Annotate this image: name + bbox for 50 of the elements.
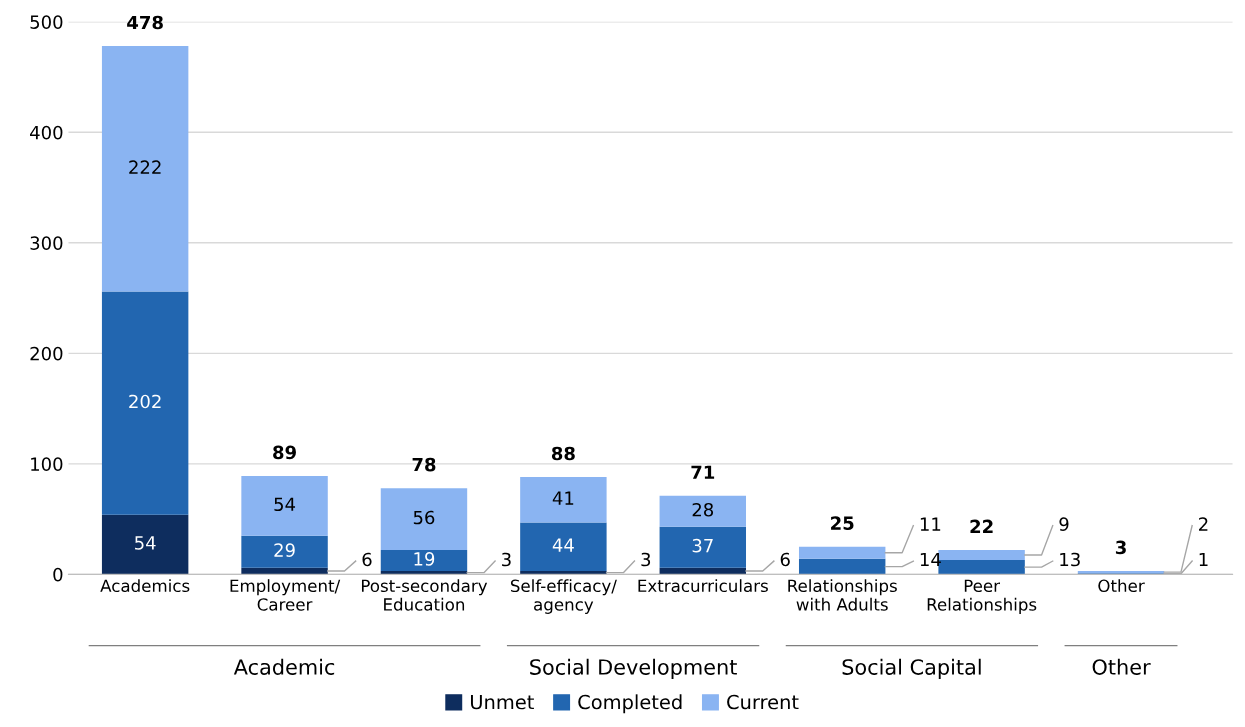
data-label: 9 bbox=[1059, 517, 1069, 531]
legend-label: Current bbox=[727, 694, 799, 710]
text: Social Capital bbox=[842, 658, 981, 679]
x-tick-label: Other bbox=[1098, 579, 1145, 593]
x-tick-label: Peer Relationships bbox=[927, 579, 1037, 614]
x-tick-label: Self-efficacy/ agency bbox=[510, 579, 617, 614]
x-tick-label: Post-secondary Education bbox=[361, 579, 488, 611]
data-label: 54 bbox=[135, 536, 156, 550]
data-label: 44 bbox=[552, 538, 574, 552]
data-label: 6 bbox=[780, 552, 790, 567]
text: Academic bbox=[233, 658, 335, 675]
total-label: 22 bbox=[970, 519, 993, 533]
data-label: 3 bbox=[502, 552, 511, 567]
total-label: 78 bbox=[412, 457, 436, 472]
y-tick-label: 300 bbox=[30, 236, 63, 250]
x-tick-label: Relationships with Adults bbox=[788, 579, 897, 611]
text: Other bbox=[1092, 658, 1151, 675]
y-tick-label: 100 bbox=[31, 457, 63, 471]
data-label: 54 bbox=[274, 497, 296, 512]
data-label: 41 bbox=[552, 491, 574, 505]
x-tick-label: Employment/ Career bbox=[230, 579, 341, 611]
data-label: 6 bbox=[362, 552, 372, 567]
data-label: 222 bbox=[129, 160, 161, 174]
data-label: 28 bbox=[692, 502, 714, 517]
y-tick-label: 200 bbox=[30, 346, 63, 361]
data-label: 202 bbox=[129, 394, 161, 409]
y-tick-label: 0 bbox=[53, 567, 63, 582]
total-label: 88 bbox=[551, 446, 575, 461]
data-label: 2 bbox=[1199, 517, 1208, 531]
total-label: 25 bbox=[831, 516, 854, 530]
total-label: 3 bbox=[1115, 540, 1126, 555]
data-label: 29 bbox=[274, 543, 295, 557]
x-tick-label: Extracurriculars bbox=[638, 579, 768, 593]
total-label: 478 bbox=[127, 15, 163, 30]
y-tick-label: 400 bbox=[30, 125, 63, 140]
text: Social Development bbox=[530, 658, 737, 679]
data-label: 13 bbox=[1060, 552, 1080, 567]
y-tick-label: 500 bbox=[30, 15, 63, 29]
total-label: 89 bbox=[273, 445, 296, 460]
data-label: 11 bbox=[920, 517, 941, 531]
legend-label: Unmet bbox=[471, 694, 534, 710]
data-label: 19 bbox=[414, 552, 435, 566]
data-label: 3 bbox=[641, 552, 651, 567]
legend-label: Completed bbox=[578, 694, 682, 714]
data-label: 56 bbox=[413, 510, 435, 525]
data-label: 1 bbox=[1199, 552, 1208, 567]
data-label: 37 bbox=[692, 538, 713, 553]
total-label: 71 bbox=[691, 465, 715, 479]
data-label: 14 bbox=[920, 552, 941, 567]
x-tick-label: Academics bbox=[100, 579, 190, 593]
